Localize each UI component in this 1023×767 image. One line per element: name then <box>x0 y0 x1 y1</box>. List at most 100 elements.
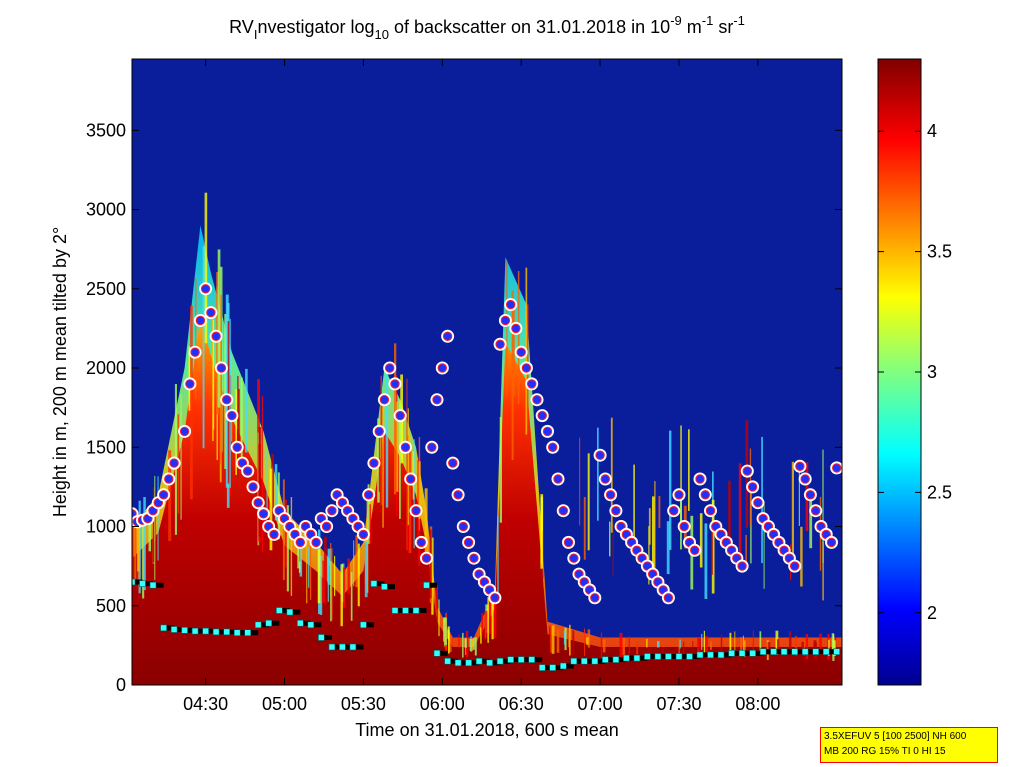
cloud-base-point <box>167 456 181 470</box>
cloud-base-point <box>530 393 544 407</box>
backscatter-streak <box>680 425 682 532</box>
backscatter-streak <box>744 640 746 658</box>
backscatter-streak <box>683 641 685 657</box>
cloud-base-point <box>456 520 470 533</box>
backscatter-streak <box>564 627 567 651</box>
backscatter-streak <box>190 305 193 500</box>
backscatter-streak <box>763 501 765 589</box>
backscatter-streak <box>213 320 215 430</box>
cloud-base-point-rim <box>253 498 263 508</box>
backscatter-streak <box>669 430 672 550</box>
backscatter-streak <box>274 464 278 521</box>
backscatter-streak <box>309 544 312 600</box>
boundary-layer-point <box>623 654 630 662</box>
boundary-layer-point <box>570 657 578 665</box>
backscatter-streak <box>157 476 159 561</box>
cloud-base-point-rim <box>190 347 200 357</box>
cloud-base-point-rim <box>795 461 805 471</box>
boundary-layer-point <box>254 621 262 629</box>
backscatter-streak <box>777 639 780 650</box>
boundary-layer-point <box>370 580 378 587</box>
cloud-base-point <box>525 377 539 391</box>
cloud-base-point-rim <box>416 537 426 548</box>
cloud-base-point <box>809 504 823 518</box>
backscatter-streak <box>484 610 488 638</box>
backscatter-streak <box>798 462 800 526</box>
cloud-base-point <box>388 377 402 391</box>
cloud-base-point <box>698 488 712 502</box>
backscatter-streak <box>413 439 415 549</box>
cloud-base-point <box>541 424 554 438</box>
cloud-base-point <box>178 424 192 438</box>
backscatter-streak <box>380 396 383 506</box>
cloud-base-point-rim <box>463 537 474 548</box>
backscatter-streak <box>464 638 467 648</box>
backscatter-streak <box>699 513 703 568</box>
cloud-base-point-rim <box>211 331 221 341</box>
cloud-base-point <box>183 377 197 391</box>
backscatter-streak <box>704 523 708 599</box>
y-tick-label: 3500 <box>86 120 126 140</box>
cloud-base-point <box>367 456 381 470</box>
backscatter-streak <box>701 634 703 650</box>
cloud-base-point-rim <box>295 537 305 548</box>
backscatter-streak <box>752 630 754 652</box>
cloud-base-point <box>404 472 418 486</box>
cloud-base-point-rim <box>768 529 779 540</box>
boundary-layer-point <box>759 648 767 656</box>
cloud-base-point <box>393 409 407 423</box>
backscatter-streak <box>202 246 205 449</box>
backscatter-streak <box>499 417 502 523</box>
cloud-base-point <box>377 393 391 407</box>
cloud-base-point <box>519 361 533 375</box>
boundary-layer-point <box>212 628 220 636</box>
backscatter-streak <box>306 535 308 604</box>
cloud-base-point <box>593 448 607 462</box>
backscatter-streak <box>261 396 264 552</box>
cloud-base-point-rim <box>232 442 242 452</box>
boundary-layer-point <box>528 656 536 663</box>
y-tick-label: 3000 <box>86 200 126 220</box>
cloud-base-point-rim <box>385 363 395 373</box>
backscatter-streak <box>822 449 824 563</box>
boundary-layer-point <box>233 629 241 637</box>
backscatter-streak <box>448 626 450 654</box>
boundary-layer-point <box>465 659 472 667</box>
colorbar-tick-label: 3 <box>927 362 937 382</box>
cloud-base-point <box>430 393 444 407</box>
cloud-base-point <box>751 496 765 510</box>
cloud-base-point <box>598 472 612 486</box>
cloud-base-point <box>661 591 675 605</box>
x-tick-label: 06:00 <box>420 694 465 714</box>
cloud-base-point-rim <box>495 339 505 349</box>
backscatter-streak <box>628 636 630 655</box>
backscatter-streak <box>481 612 484 635</box>
boundary-layer-point <box>644 653 651 660</box>
boundary-layer-point <box>391 607 399 614</box>
backscatter-streak <box>619 632 623 661</box>
boundary-layer-point <box>286 608 294 616</box>
cloud-base-point <box>677 520 691 533</box>
cloud-base-point <box>157 488 171 502</box>
backscatter-streak <box>636 641 639 655</box>
cloud-base-point-rim <box>216 363 227 373</box>
plot-frame <box>131 58 843 686</box>
boundary-layer-point <box>517 656 525 663</box>
y-axis-label: Height in m, 200 m mean tilted by 2° <box>50 227 70 517</box>
cloud-base-point <box>446 456 460 470</box>
backscatter-streak <box>143 497 146 591</box>
cloud-base-point <box>414 535 428 549</box>
backscatter-streak <box>750 491 752 564</box>
backscatter-streak <box>657 641 660 648</box>
cloud-base-point-rim <box>695 474 705 484</box>
boundary-layer-point <box>749 649 756 657</box>
backscatter-streak <box>809 499 813 549</box>
colorbar-tick-label: 2 <box>927 603 937 623</box>
cloud-base-point-rim <box>290 529 300 540</box>
cloud-base-point-rim <box>421 553 432 563</box>
backscatter-streak <box>327 548 331 585</box>
backscatter-streak <box>805 634 809 660</box>
backscatter-streak <box>299 525 303 577</box>
boundary-layer-point <box>202 627 209 635</box>
boundary-layer-point <box>686 653 693 660</box>
